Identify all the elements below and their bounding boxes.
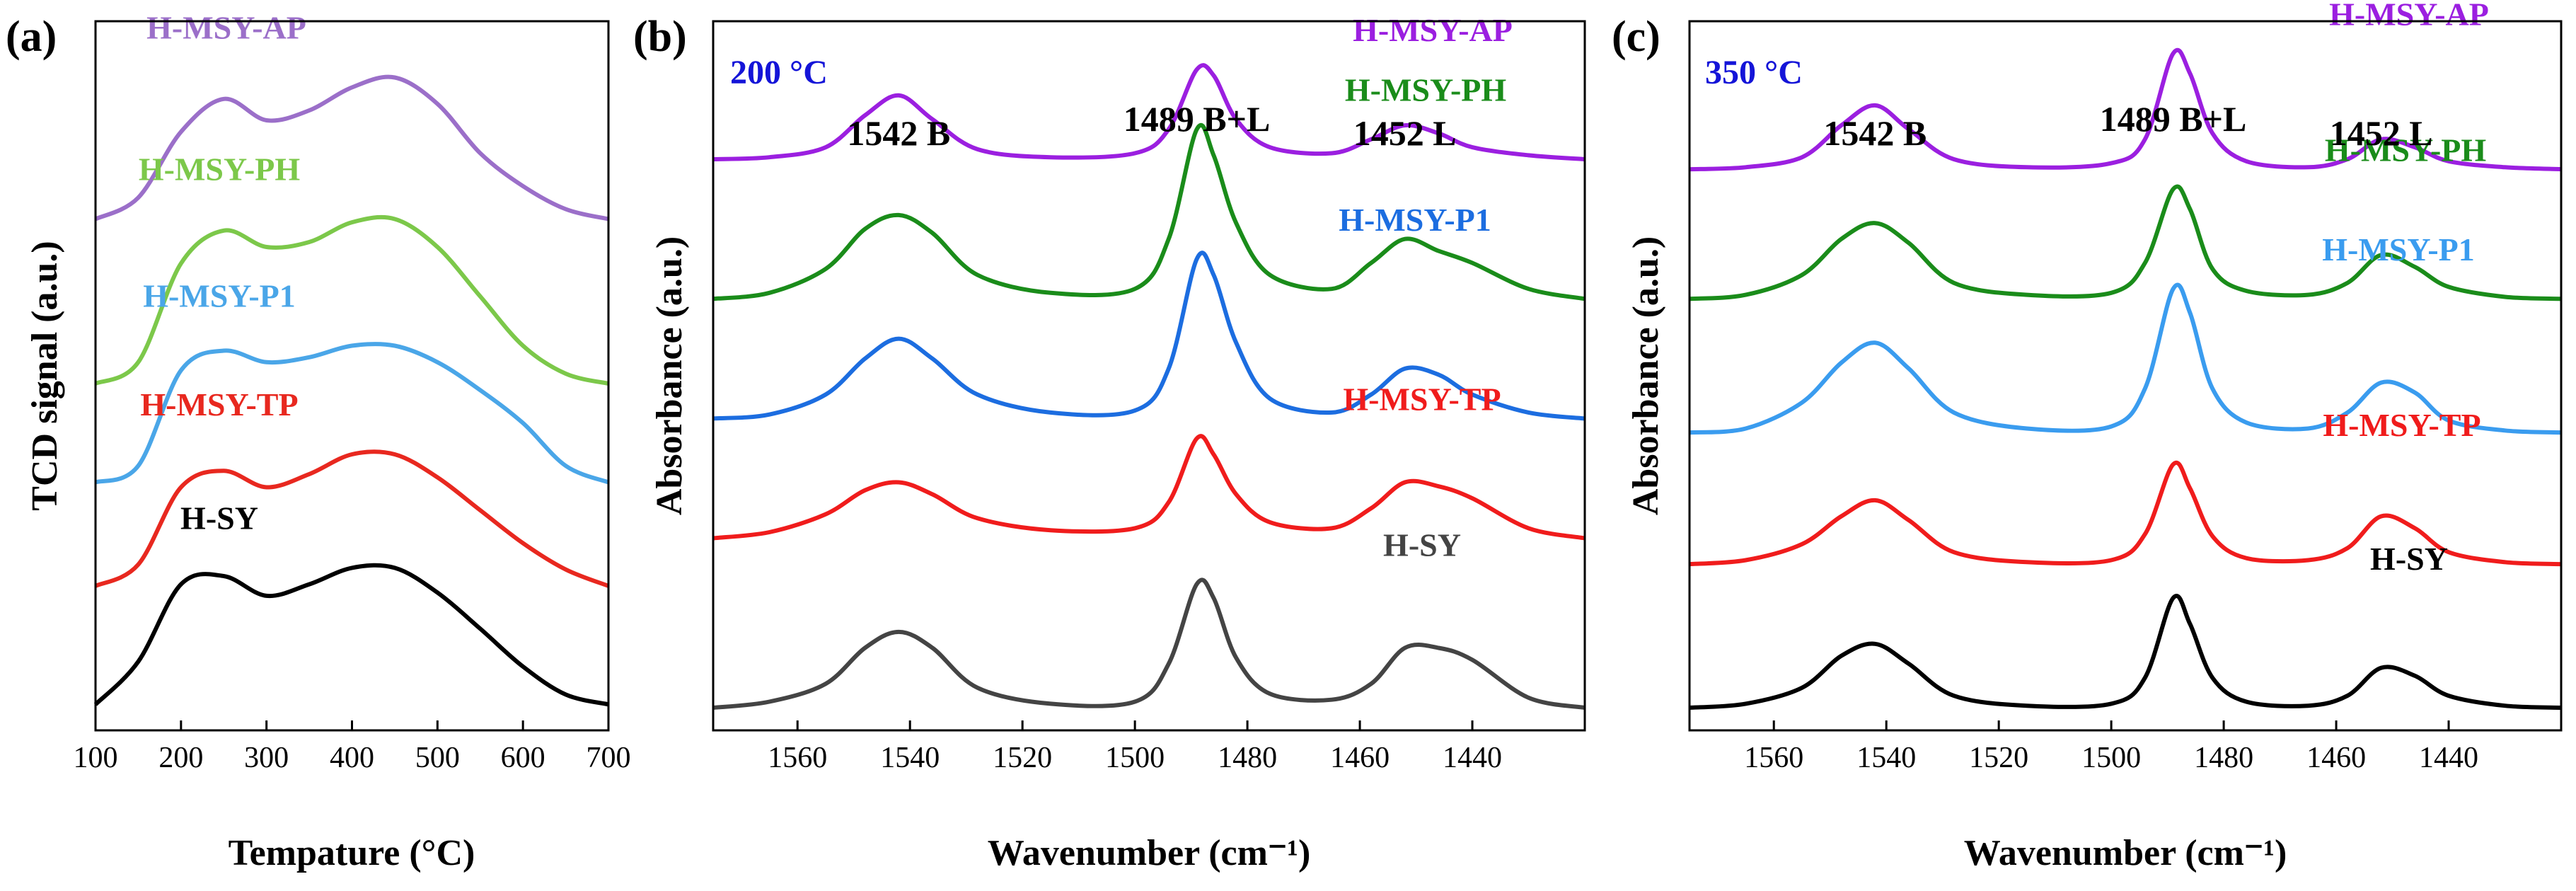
panel-a: (a) H-MSY-AP H-MSY-PH H-MSY-P1 H-MSY-TP H-SY… — [6, 10, 631, 874]
panel-b-peak-label-1542: 1542 B — [847, 113, 950, 153]
panel-c-x-axis-title: Wavenumber (cm⁻¹) — [1964, 833, 2287, 873]
panel-b-x-tick-label: 1520 — [993, 742, 1052, 774]
panel-b-y-axis-title: Absorbance (a.u.) — [649, 236, 690, 515]
panel-c-series-h-msy-p1 — [1689, 282, 2562, 435]
panel-a-x-tick-label: 300 — [244, 742, 289, 774]
panel-b-label: (b) — [633, 13, 687, 61]
panel-c-series-h-msy-ap — [1689, 47, 2562, 172]
panel-c-x-tick-label: 1500 — [2081, 742, 2141, 774]
panel-c-plot-frame — [1688, 20, 2563, 732]
panel-b-x-tick-label: 1560 — [768, 742, 827, 774]
panel-b-series-h-sy — [712, 577, 1586, 710]
panel-b: (b) H-MSY-AP H-MSY-PH H-MSY-P1 H-MSY-TP H-SY… — [633, 12, 1586, 873]
panel-c-series-label-h-msy-ph: H-MSY-PH — [2325, 132, 2487, 168]
panel-a-x-tick-label: 700 — [587, 742, 631, 774]
panel-a-series-label-h-msy-ph: H-MSY-PH — [139, 151, 301, 188]
panel-c-peak-label-1542: 1542 B — [1823, 113, 1927, 153]
panel-c-x-tick-label: 1440 — [2419, 742, 2478, 774]
panel-b-series-label-h-sy: H-SY — [1383, 527, 1461, 563]
panel-b-series-h-msy-ap — [712, 63, 1586, 161]
panel-b-series-label-h-msy-p1: H-MSY-P1 — [1339, 202, 1491, 238]
panel-b-series-label-h-msy-ph: H-MSY-PH — [1345, 72, 1507, 108]
panel-a-x-axis-title: Tempature (°C) — [229, 833, 475, 873]
panel-a-series-label-h-msy-tp: H-MSY-TP — [140, 386, 298, 422]
panel-a-series-h-msy-tp — [94, 449, 610, 588]
panel-a-x-tick-label: 400 — [330, 742, 374, 774]
panel-c: (c) H-MSY-AP H-MSY-PH H-MSY-P1 H-MSY-TP H-SY… — [1612, 0, 2563, 873]
panel-b-temperature: 200 °C — [730, 54, 828, 91]
panel-a-plot-frame — [94, 20, 610, 732]
panel-c-series-label-h-msy-ap: H-MSY-AP — [2329, 0, 2489, 33]
panel-b-peak-label-1489: 1489 B+L — [1124, 99, 1271, 139]
panel-c-series-label-h-sy: H-SY — [2370, 541, 2448, 577]
panel-a-x-tick-label: 100 — [74, 742, 118, 774]
panel-b-x-axis-title: Wavenumber (cm⁻¹) — [988, 833, 1311, 873]
panel-a-y-axis-title: TCD signal (a.u.) — [25, 241, 65, 510]
panel-a-series-label-h-msy-ap: H-MSY-AP — [146, 10, 306, 46]
panel-c-series-label-h-msy-p1: H-MSY-P1 — [2322, 231, 2475, 268]
panel-b-plot-frame — [712, 20, 1586, 732]
panel-b-series-h-msy-ph — [712, 122, 1586, 301]
panel-a-x-tick-label: 500 — [415, 742, 460, 774]
panel-c-series-h-sy — [1689, 594, 2562, 710]
panel-a-series-h-msy-ap — [94, 74, 609, 222]
panel-b-series-label-h-msy-ap: H-MSY-AP — [1353, 12, 1513, 48]
panel-b-x-tick-label: 1480 — [1218, 742, 1277, 774]
panel-c-series-label-h-msy-tp: H-MSY-TP — [2323, 407, 2480, 443]
panel-c-peak-label-1489: 1489 B+L — [2100, 99, 2247, 139]
panel-b-series-h-msy-tp — [712, 434, 1586, 541]
panel-b-peak-label-1452: 1452 L — [1353, 113, 1457, 153]
panel-a-label: (a) — [6, 13, 57, 61]
panel-c-x-tick-label: 1460 — [2306, 742, 2366, 774]
panel-c-x-tick-label: 1560 — [1744, 742, 1803, 774]
panel-c-series-h-msy-tp — [1689, 460, 2562, 567]
panel-a-series-label-h-msy-p1: H-MSY-P1 — [143, 278, 296, 314]
panel-c-x-tick-label: 1480 — [2194, 742, 2253, 774]
panel-c-peak-label-1452: 1452 L — [2330, 113, 2433, 153]
panel-c-x-tick-label: 1540 — [1856, 742, 1916, 774]
panel-c-label: (c) — [1612, 13, 1660, 61]
panel-b-x-tick-label: 1540 — [880, 742, 940, 774]
panel-a-series-h-msy-ph — [94, 214, 609, 386]
panel-a-series-h-msy-p1 — [94, 342, 610, 485]
panel-b-series-h-msy-p1 — [712, 251, 1586, 421]
panel-c-series-h-msy-ph — [1689, 184, 2562, 301]
panel-a-series-h-sy — [93, 563, 609, 707]
panel-c-temperature: 350 °C — [1705, 54, 1803, 91]
panel-a-x-tick-label: 200 — [158, 742, 203, 774]
panel-b-x-tick-label: 1440 — [1443, 742, 1502, 774]
panel-b-x-tick-label: 1500 — [1105, 742, 1165, 774]
panel-c-x-tick-label: 1520 — [1969, 742, 2028, 774]
panel-c-y-axis-title: Absorbance (a.u.) — [1626, 236, 1666, 515]
panel-a-x-tick-label: 600 — [501, 742, 545, 774]
panel-b-x-tick-label: 1460 — [1330, 742, 1390, 774]
panel-b-series-label-h-msy-tp: H-MSY-TP — [1343, 381, 1501, 418]
panel-a-series-label-h-sy: H-SY — [180, 500, 258, 536]
